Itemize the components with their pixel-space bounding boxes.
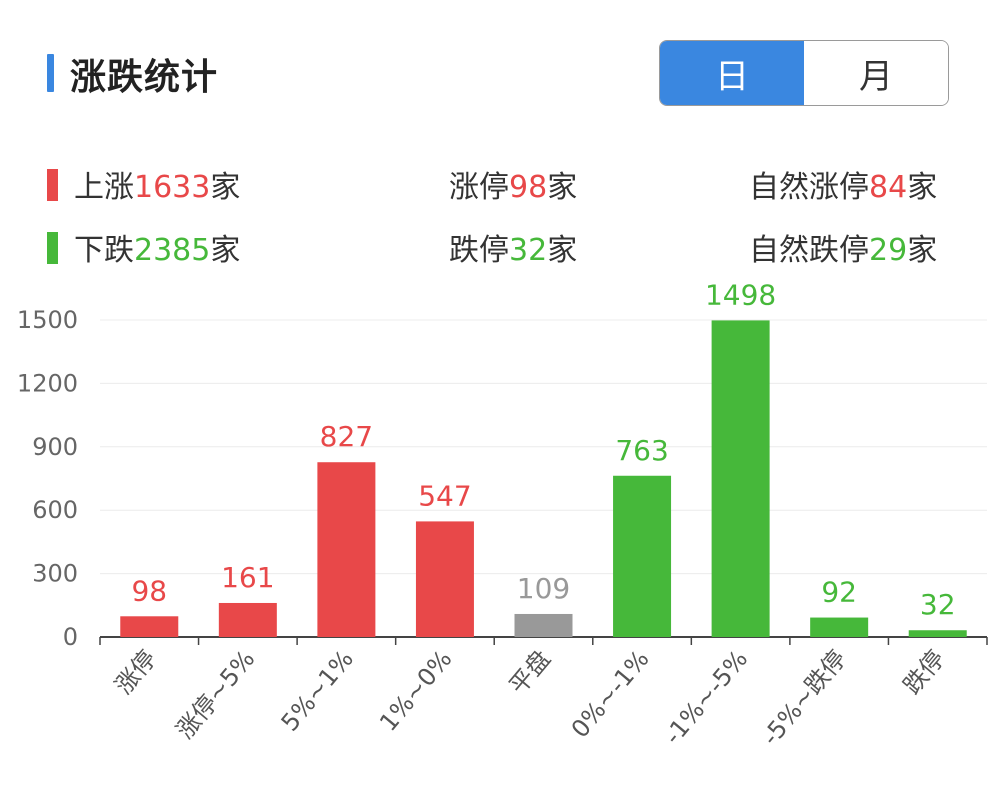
stats-summary: 上涨1633家 涨停98家 自然涨停84家 下跌2385家 跌停32家 自然跌停… (0, 150, 1000, 268)
stat-natural-limit-down: 自然跌停29家 (749, 233, 938, 268)
x-tick-label: 5%~1% (276, 645, 359, 737)
stat-limit-up: 涨停98家 (449, 170, 578, 205)
bar-chart: 0 300 600 900 1200 1500 98 涨停 161 涨停~5% 827 5%~1% 54… (17, 278, 988, 751)
data-label: 109 (517, 572, 570, 605)
stat-down-value: 2385 (134, 233, 211, 268)
stat-natural-limit-down-value: 29 (869, 233, 908, 268)
bar (613, 475, 672, 637)
y-tick-label: 600 (32, 496, 78, 524)
bar (317, 462, 376, 637)
tab-month[interactable]: 月 (804, 41, 948, 105)
y-tick-label: 0 (63, 623, 78, 651)
stat-up: 上涨1633家 (47, 162, 240, 206)
bar (514, 613, 573, 637)
stat-natural-limit-up: 自然涨停84家 (749, 170, 938, 205)
bar (120, 616, 179, 637)
data-label: 763 (615, 434, 668, 467)
x-tick-label: 涨停 (110, 645, 162, 700)
stat-limit-up-value: 98 (509, 170, 548, 205)
bar (711, 320, 770, 637)
y-tick-label: 1200 (17, 369, 78, 397)
y-tick-label: 900 (32, 433, 78, 461)
stat-down: 下跌2385家 (47, 225, 240, 269)
title-accent-bar (47, 54, 54, 92)
x-tick-label: -1%~-5% (659, 645, 753, 750)
page-title: 涨跌统计 (70, 57, 219, 98)
bar (810, 617, 869, 637)
bar (415, 521, 474, 637)
stat-natural-limit-up-value: 84 (869, 170, 908, 205)
data-label: 92 (821, 576, 857, 609)
data-label: 827 (320, 420, 373, 453)
bar (908, 630, 967, 637)
data-label: 98 (131, 574, 167, 607)
data-label: 161 (221, 561, 274, 594)
stat-limit-down: 跌停32家 (449, 233, 578, 268)
x-tick-label: 平盘 (504, 645, 556, 700)
tab-day[interactable]: 日 (660, 41, 804, 105)
data-label: 1498 (705, 278, 776, 311)
period-toggle: 日 月 (659, 40, 949, 106)
y-tick-label: 300 (32, 560, 78, 588)
data-label: 547 (418, 479, 471, 512)
up-legend-marker (47, 169, 58, 201)
down-legend-marker (47, 232, 58, 264)
stat-up-value: 1633 (134, 170, 211, 205)
stat-limit-down-value: 32 (509, 233, 548, 268)
y-tick-label: 1500 (17, 306, 78, 334)
x-tick-label: 0%~-1% (566, 645, 655, 743)
x-tick-label: 涨停~5% (171, 645, 261, 744)
data-label: 32 (920, 588, 956, 621)
bar (218, 602, 277, 637)
x-tick-label: 1%~0% (374, 645, 457, 737)
x-tick-label: -5%~跌停 (756, 645, 851, 751)
header: 涨跌统计 日 月 (0, 0, 1000, 120)
x-tick-label: 跌停 (898, 645, 950, 700)
